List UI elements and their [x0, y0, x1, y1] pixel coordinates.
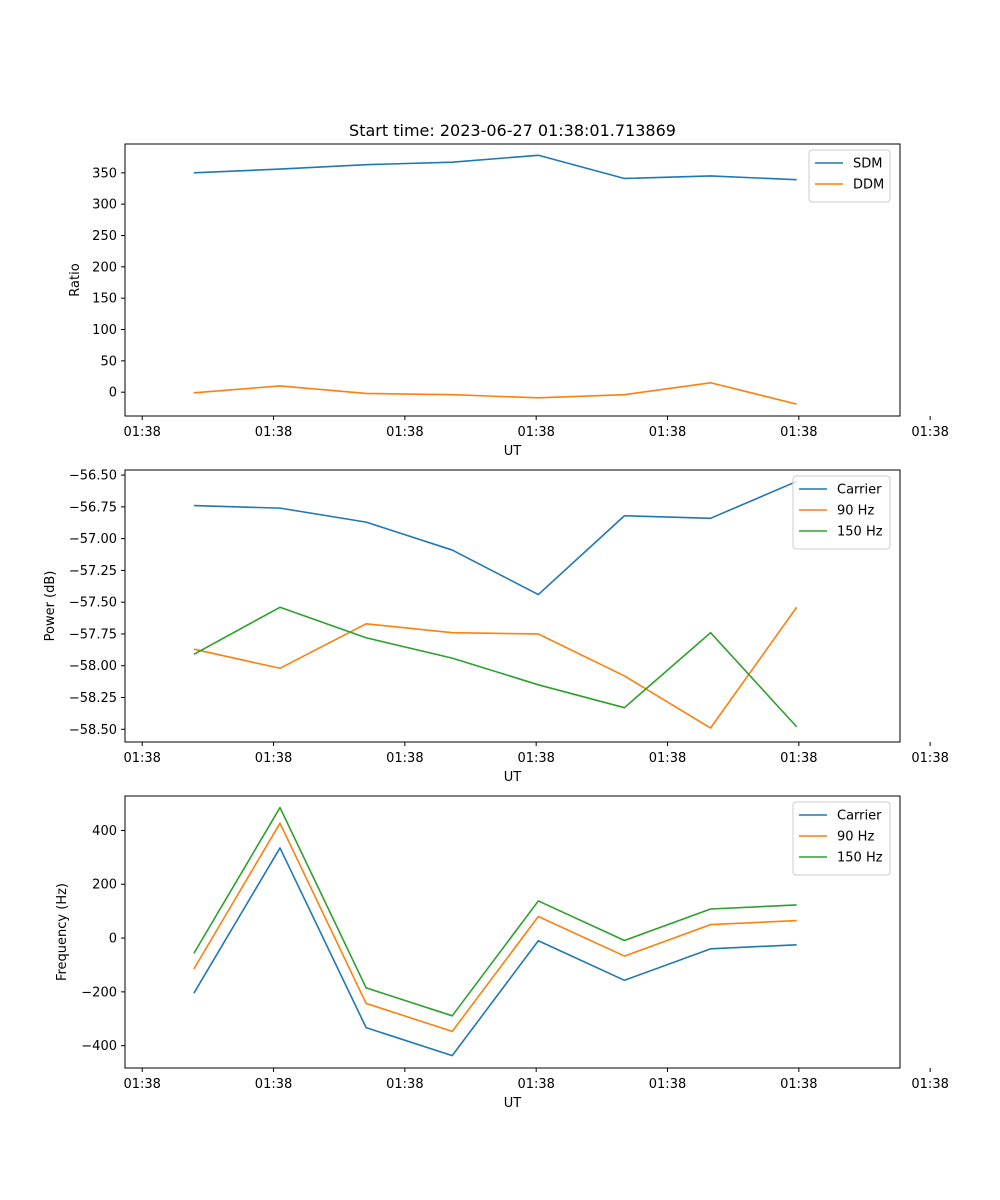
power-y-tick-label: −57.50	[69, 596, 117, 611]
power-y-tick-label: −57.25	[69, 564, 117, 579]
power-x-tick-label: 01:38	[911, 751, 948, 766]
frequency-y-tick-label: 0	[109, 932, 117, 947]
power-y-tick-label: −56.75	[69, 500, 117, 515]
power-y-tick-label: −58.25	[69, 691, 117, 706]
power-x-tick-label: 01:38	[780, 751, 817, 766]
ratio-series-line-ddm	[193, 381, 797, 405]
frequency-y-tick-label: 200	[92, 878, 117, 893]
ratio-x-tick-label: 01:38	[255, 425, 292, 440]
ratio-legend: SDM DDM	[808, 149, 891, 203]
frequency-x-tick-label: 01:38	[123, 1077, 160, 1092]
frequency-x-tick-label: 01:38	[255, 1077, 292, 1092]
ratio-panel: 01:38 01:38 01:38 01:38 01:38 01:38 01:38 0 50 10…	[68, 143, 949, 459]
power-series-line-carrier	[193, 480, 797, 596]
frequency-x-tick-label: 01:38	[386, 1077, 423, 1092]
ratio-x-tick-label: 01:38	[911, 425, 948, 440]
frequency-x-axis-label: UT	[504, 1096, 522, 1111]
ratio-axes-frame	[124, 143, 901, 417]
power-y-tick-label: −56.50	[69, 469, 117, 484]
frequency-y-tick-label: −200	[81, 985, 117, 1000]
power-y-tick-label: −58.00	[69, 659, 117, 674]
power-y-tick-label: −57.75	[69, 627, 117, 642]
power-legend-label-90-hz: 90 Hz	[837, 504, 874, 519]
frequency-series-line-carrier	[193, 847, 797, 1057]
power-y-tick-label: −58.50	[69, 723, 117, 738]
power-x-tick-label: 01:38	[123, 751, 160, 766]
ratio-y-tick-label: 350	[92, 166, 117, 181]
frequency-y-axis-label: Frequency (Hz)	[55, 883, 70, 981]
frequency-series-line-90-hz	[193, 822, 797, 1033]
frequency-legend-label-90-hz: 90 Hz	[837, 830, 874, 845]
power-legend: Carrier 90 Hz 150 Hz	[792, 475, 891, 550]
power-y-axis-label: Power (dB)	[43, 571, 58, 642]
power-axes-frame	[124, 469, 901, 743]
ratio-legend-label-sdm: SDM	[853, 157, 882, 172]
frequency-x-tick-label: 01:38	[911, 1077, 948, 1092]
ratio-y-tick-label: 50	[100, 354, 117, 369]
power-series-line-150-hz	[193, 606, 798, 728]
ratio-x-axis-label: UT	[504, 444, 522, 459]
ratio-y-tick-label: 100	[92, 323, 117, 338]
power-x-tick-label: 01:38	[517, 751, 554, 766]
ratio-y-tick-label: 0	[109, 386, 117, 401]
ratio-x-tick-label: 01:38	[123, 425, 160, 440]
ratio-x-tick-label: 01:38	[386, 425, 423, 440]
frequency-legend: Carrier 90 Hz 150 Hz	[792, 801, 891, 876]
frequency-legend-label-carrier: Carrier	[837, 809, 882, 824]
power-legend-label-150-hz: 150 Hz	[837, 525, 883, 540]
frequency-series-line-150-hz	[193, 806, 797, 1017]
ratio-legend-label-ddm: DDM	[853, 178, 884, 193]
ratio-x-tick-label: 01:38	[780, 425, 817, 440]
figure-title: Start time: 2023-06-27 01:38:01.713869	[349, 121, 676, 140]
ratio-y-tick-label: 250	[92, 229, 117, 244]
power-x-axis-label: UT	[504, 770, 522, 785]
frequency-x-tick-label: 01:38	[517, 1077, 554, 1092]
ratio-y-axis-label: Ratio	[68, 263, 83, 296]
ratio-y-tick-label: 150	[92, 292, 117, 307]
frequency-y-tick-label: −400	[81, 1039, 117, 1054]
power-x-tick-label: 01:38	[255, 751, 292, 766]
ratio-series-line-sdm	[193, 154, 797, 181]
power-legend-label-carrier: Carrier	[837, 483, 882, 498]
ratio-y-tick-label: 200	[92, 260, 117, 275]
power-x-tick-label: 01:38	[649, 751, 686, 766]
ratio-y-tick-label: 300	[92, 198, 117, 213]
frequency-x-tick-label: 01:38	[649, 1077, 686, 1092]
power-series-line-90-hz	[193, 606, 798, 729]
frequency-x-tick-label: 01:38	[780, 1077, 817, 1092]
power-x-tick-label: 01:38	[386, 751, 423, 766]
frequency-panel: 01:38 01:38 01:38 01:38 01:38 01:38 01:38 −400 −…	[55, 795, 949, 1111]
frequency-y-tick-label: 400	[92, 824, 117, 839]
power-y-tick-label: −57.00	[69, 532, 117, 547]
frequency-axes-frame	[124, 795, 901, 1069]
ratio-x-tick-label: 01:38	[649, 425, 686, 440]
frequency-legend-label-150-hz: 150 Hz	[837, 851, 883, 866]
power-panel: 01:38 01:38 01:38 01:38 01:38 01:38 01:38 −58.5…	[43, 469, 949, 785]
ratio-x-tick-label: 01:38	[517, 425, 554, 440]
